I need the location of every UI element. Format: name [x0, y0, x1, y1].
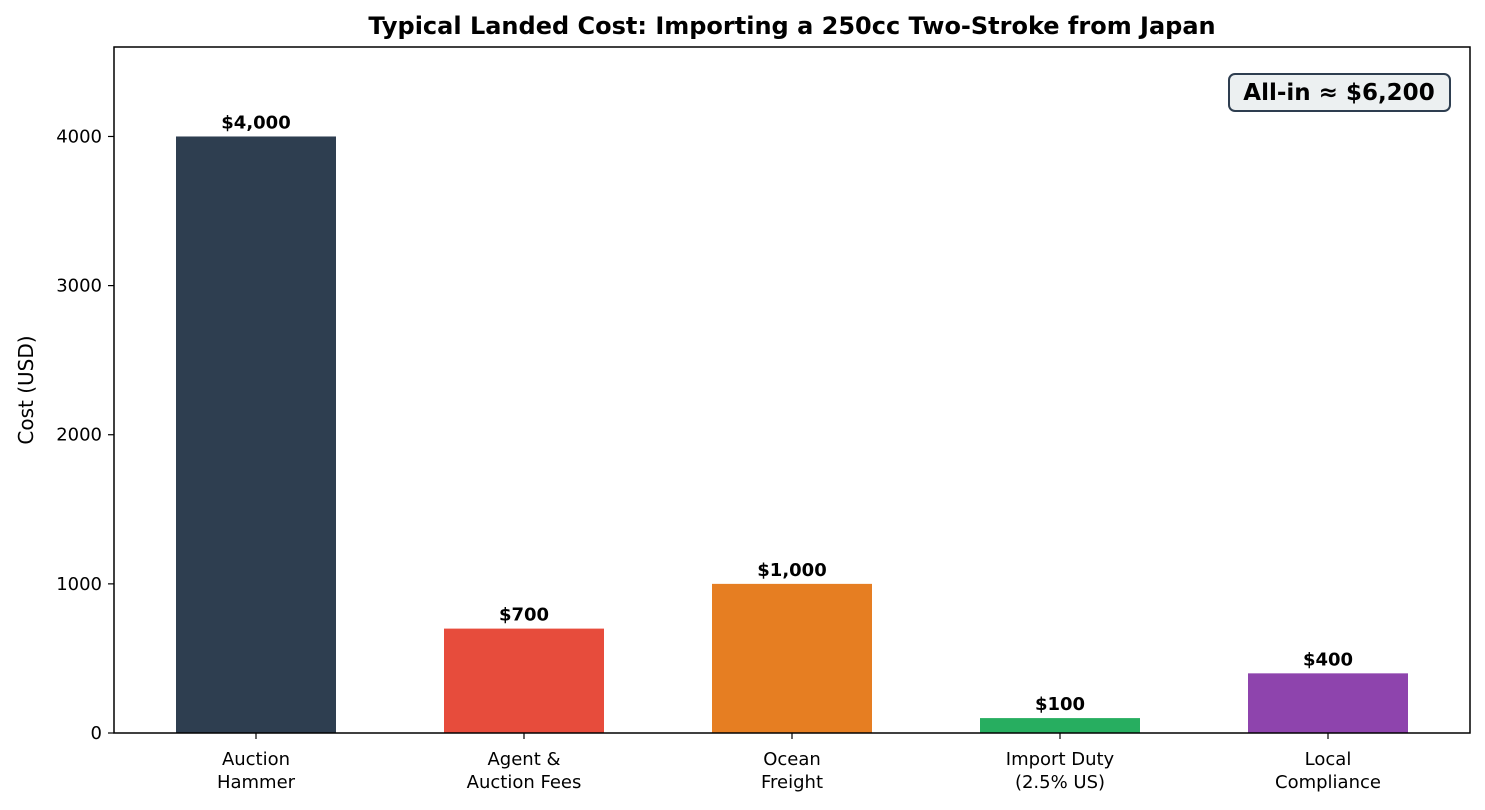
bar-5 [1248, 673, 1408, 733]
category-label: Agent & [487, 749, 560, 770]
y-axis-ticks: 0 1000 2000 3000 4000 [56, 126, 114, 744]
bar-value-labels: $4,000 $700 $1,000 $100 $400 [221, 112, 1353, 715]
category-label: Compliance [1275, 772, 1381, 793]
y-tick-label: 2000 [56, 425, 102, 446]
bar-2 [444, 628, 604, 733]
y-tick-label: 3000 [56, 276, 102, 297]
bar-value-label: $400 [1303, 649, 1353, 670]
category-label: Freight [761, 772, 823, 793]
total-annotation-text: All-in ≈ $6,200 [1243, 80, 1434, 106]
bar-value-label: $1,000 [757, 560, 826, 581]
bar-value-label: $4,000 [221, 112, 290, 133]
total-annotation-box [1228, 73, 1451, 112]
category-label: Local [1305, 749, 1352, 770]
category-label: Auction [222, 749, 290, 770]
category-label: Hammer [217, 772, 296, 793]
bar-value-label: $100 [1035, 694, 1085, 715]
bar-3 [712, 583, 872, 733]
y-tick-label: 0 [91, 723, 102, 744]
category-label: Auction Fees [467, 772, 582, 793]
bar-1 [176, 136, 336, 733]
y-tick-label: 4000 [56, 126, 102, 147]
total-annotation: All-in ≈ $6,200 [1228, 73, 1451, 112]
category-label: Import Duty [1006, 749, 1115, 770]
category-label: (2.5% US) [1015, 772, 1105, 793]
plot-frame [113, 46, 1471, 734]
bars-group [176, 136, 1408, 733]
bar-value-label: $700 [499, 605, 549, 626]
bar-4 [980, 718, 1140, 733]
chart-title: Typical Landed Cost: Importing a 250cc T… [368, 12, 1215, 40]
y-tick-label: 1000 [56, 574, 102, 595]
category-label: Ocean [763, 749, 821, 770]
y-axis-label: Cost (USD) [14, 335, 38, 444]
